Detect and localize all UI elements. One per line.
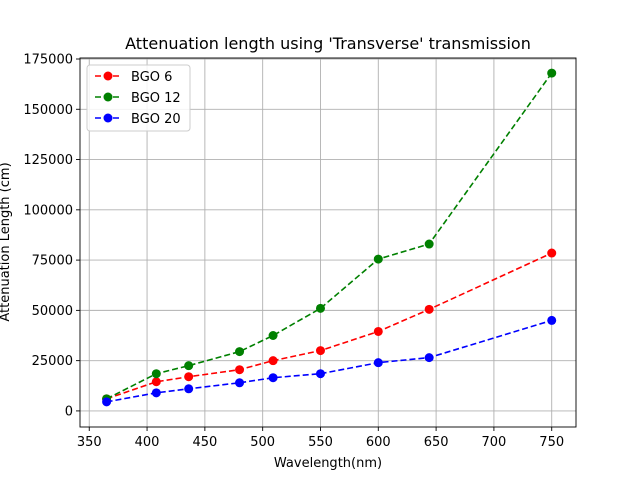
x-tick-label: 650 xyxy=(424,435,449,450)
y-tick-label: 0 xyxy=(65,404,73,419)
plot-area-frame xyxy=(79,57,577,428)
series-line-bgo-12 xyxy=(106,72,553,400)
data-point-bgo-6 xyxy=(151,377,161,387)
data-point-bgo-12 xyxy=(151,369,161,379)
y-tick-label: 175000 xyxy=(23,53,73,68)
data-point-bgo-6 xyxy=(235,365,245,375)
legend-entry-bgo-6: BGO 6 xyxy=(95,70,172,85)
x-tick-label: 750 xyxy=(539,435,564,450)
y-axis-ticks: 0 25000 50000 75000 100000 125000 150000 175000 xyxy=(23,53,80,419)
legend-box xyxy=(86,64,191,132)
data-point-bgo-20 xyxy=(268,373,278,383)
data-point-bgo-20 xyxy=(235,378,245,388)
y-tick-label: 150000 xyxy=(23,103,73,118)
data-point-bgo-6 xyxy=(268,356,278,366)
series-line-bgo-20 xyxy=(106,319,552,403)
y-tick-label: 75000 xyxy=(32,254,73,269)
series-bgo-12 xyxy=(102,68,557,404)
x-tick-label: 350 xyxy=(77,435,102,450)
data-point-bgo-12 xyxy=(424,239,434,249)
y-axis-label: Attenuation Length (cm) xyxy=(0,162,13,321)
data-point-bgo-12 xyxy=(184,361,194,371)
data-point-bgo-6 xyxy=(373,326,383,336)
y-tick-label: 100000 xyxy=(23,203,73,218)
y-tick-label: 25000 xyxy=(32,354,73,369)
data-point-bgo-12 xyxy=(268,331,278,341)
chart-title: Attenuation length using 'Transverse' tr… xyxy=(125,34,531,53)
legend: BGO 6 BGO 12 BGO 20 xyxy=(86,64,191,132)
data-point-bgo-20 xyxy=(424,353,434,363)
data-point-bgo-20 xyxy=(102,397,112,407)
x-axis-ticks: 350 400 450 500 550 600 650 700 750 xyxy=(77,427,564,450)
legend-entry-bgo-12: BGO 12 xyxy=(95,91,181,106)
legend-marker xyxy=(103,92,113,102)
legend-label: BGO 12 xyxy=(131,91,181,106)
data-point-bgo-20 xyxy=(151,388,161,398)
series-bgo-6 xyxy=(102,248,557,404)
y-tick-label: 50000 xyxy=(32,304,73,319)
x-tick-label: 500 xyxy=(250,435,275,450)
data-point-bgo-6 xyxy=(315,346,325,356)
legend-entry-bgo-20: BGO 20 xyxy=(95,112,181,127)
legend-label: BGO 6 xyxy=(131,70,172,85)
data-point-bgo-12 xyxy=(235,347,245,357)
legend-marker xyxy=(103,71,113,81)
series-line-bgo-6 xyxy=(106,252,553,400)
series-layer xyxy=(102,68,557,407)
y-tick-label: 125000 xyxy=(23,153,73,168)
data-point-bgo-12 xyxy=(373,254,383,264)
x-tick-label: 600 xyxy=(366,435,391,450)
x-tick-label: 550 xyxy=(308,435,333,450)
data-point-bgo-12 xyxy=(547,68,557,78)
x-tick-label: 700 xyxy=(481,435,506,450)
data-point-bgo-20 xyxy=(373,358,383,368)
x-tick-label: 400 xyxy=(135,435,160,450)
data-point-bgo-20 xyxy=(315,369,325,379)
series-bgo-20 xyxy=(102,315,557,407)
data-point-bgo-20 xyxy=(184,384,194,394)
legend-marker xyxy=(103,113,113,123)
x-axis-label: Wavelength(nm) xyxy=(274,456,382,471)
grid-lines xyxy=(80,58,576,427)
data-point-bgo-12 xyxy=(315,303,325,313)
data-point-bgo-20 xyxy=(547,315,557,325)
data-point-bgo-6 xyxy=(424,304,434,314)
x-tick-label: 450 xyxy=(192,435,217,450)
data-point-bgo-6 xyxy=(184,372,194,382)
data-point-bgo-6 xyxy=(547,248,557,258)
legend-label: BGO 20 xyxy=(131,112,181,127)
